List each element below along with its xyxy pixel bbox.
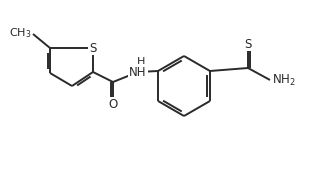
- Text: CH$_3$: CH$_3$: [9, 26, 31, 40]
- Text: S: S: [244, 37, 252, 51]
- Text: H: H: [137, 57, 145, 67]
- Text: NH$_2$: NH$_2$: [272, 72, 296, 88]
- Text: N: N: [133, 66, 142, 78]
- Text: NH: NH: [129, 66, 147, 78]
- Text: O: O: [108, 98, 118, 110]
- Text: S: S: [89, 41, 97, 55]
